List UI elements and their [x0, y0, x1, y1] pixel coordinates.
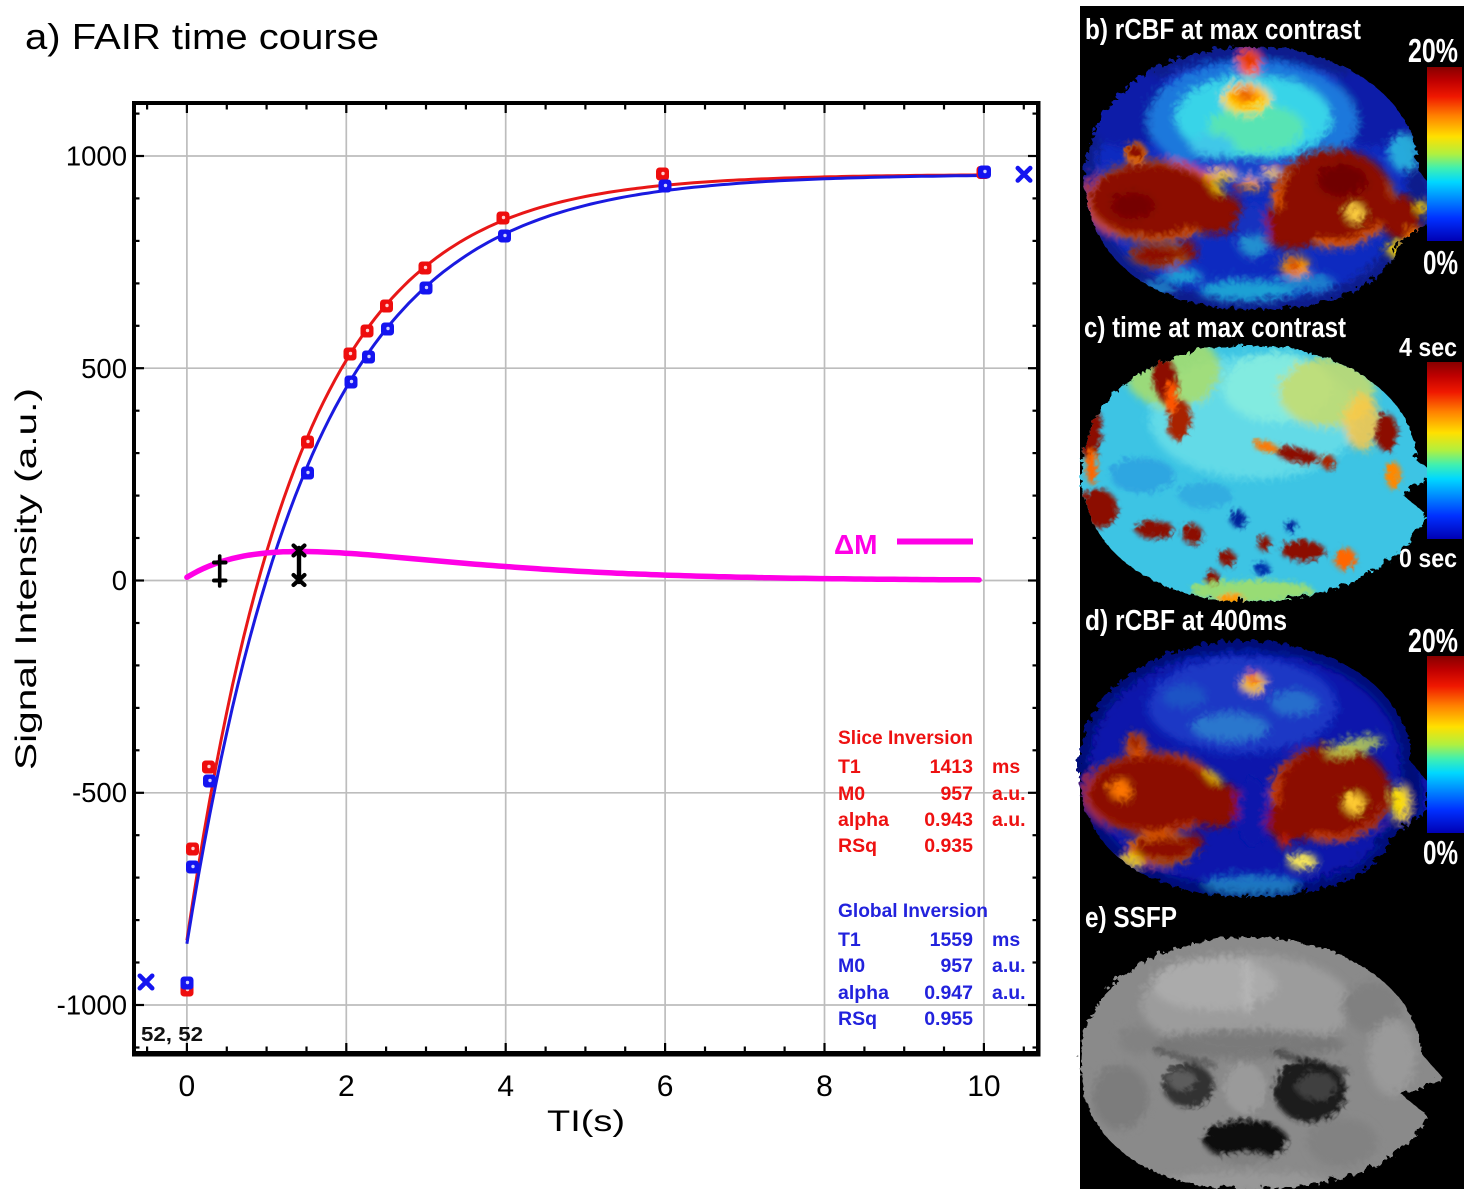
svg-text:1413: 1413	[930, 756, 974, 778]
svg-text:20%: 20%	[1408, 32, 1458, 69]
svg-text:0%: 0%	[1423, 834, 1458, 871]
svg-text:0.955: 0.955	[924, 1008, 973, 1030]
svg-text:alpha: alpha	[838, 982, 889, 1004]
svg-text:a.u.: a.u.	[992, 982, 1026, 1004]
svg-text:a.u.: a.u.	[992, 783, 1026, 805]
svg-text:1559: 1559	[930, 929, 974, 951]
svg-text:a.u.: a.u.	[992, 809, 1026, 831]
svg-text:10: 10	[967, 1070, 1000, 1103]
svg-text:M0: M0	[838, 783, 865, 805]
svg-text:1000: 1000	[66, 141, 127, 172]
svg-text:4: 4	[497, 1070, 514, 1103]
svg-text:-1000: -1000	[57, 990, 127, 1021]
svg-text:b) rCBF at max contrast: b) rCBF at max contrast	[1085, 14, 1361, 46]
svg-text:M0: M0	[838, 955, 865, 977]
svg-text:0: 0	[179, 1070, 196, 1103]
svg-text:RSq: RSq	[838, 835, 877, 857]
svg-text:a) FAIR time course: a) FAIR time course	[25, 16, 379, 57]
svg-text:a.u.: a.u.	[992, 955, 1026, 977]
svg-text:957: 957	[940, 955, 973, 977]
svg-text:500: 500	[81, 353, 127, 384]
svg-text:ΔM: ΔM	[834, 529, 877, 560]
svg-text:e) SSFP: e) SSFP	[1085, 902, 1177, 934]
svg-text:RSq: RSq	[838, 1008, 877, 1030]
svg-text:4 sec: 4 sec	[1399, 332, 1457, 362]
svg-text:0.935: 0.935	[924, 835, 973, 857]
svg-text:6: 6	[657, 1070, 674, 1103]
svg-text:0%: 0%	[1423, 244, 1458, 281]
svg-text:0.947: 0.947	[924, 982, 973, 1004]
svg-text:20%: 20%	[1408, 622, 1458, 659]
svg-text:Global Inversion: Global Inversion	[838, 900, 988, 922]
svg-text:8: 8	[816, 1070, 833, 1103]
svg-text:0: 0	[112, 565, 127, 596]
svg-text:c) time at max contrast: c) time at max contrast	[1084, 312, 1346, 344]
svg-text:0.943: 0.943	[924, 809, 973, 831]
svg-text:TI(s): TI(s)	[547, 1105, 625, 1138]
svg-text:ms: ms	[992, 929, 1020, 951]
svg-text:-500: -500	[72, 777, 127, 808]
svg-text:0 sec: 0 sec	[1399, 543, 1457, 573]
svg-text:957: 957	[940, 783, 973, 805]
svg-text:T1: T1	[838, 756, 861, 778]
svg-text:Signal Intensity (a.u.): Signal Intensity (a.u.)	[10, 388, 43, 770]
svg-text:2: 2	[338, 1070, 355, 1103]
svg-text:52, 52: 52, 52	[141, 1023, 203, 1046]
svg-text:d) rCBF at 400ms: d) rCBF at 400ms	[1085, 605, 1287, 637]
svg-text:T1: T1	[838, 929, 861, 951]
svg-text:Slice Inversion: Slice Inversion	[838, 727, 973, 749]
svg-text:ms: ms	[992, 756, 1020, 778]
svg-text:alpha: alpha	[838, 809, 889, 831]
